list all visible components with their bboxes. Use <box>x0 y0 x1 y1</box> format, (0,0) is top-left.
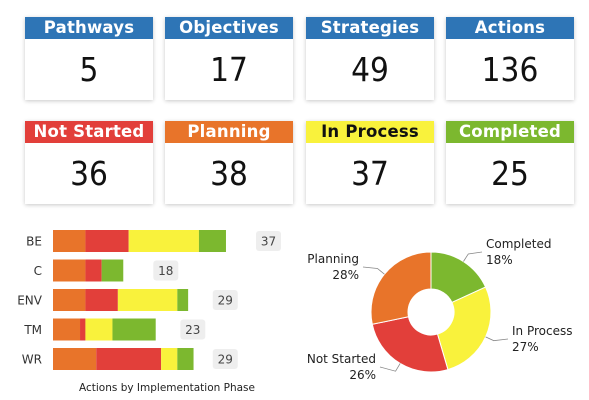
total-label: 29 <box>218 353 233 367</box>
total-label: 37 <box>261 235 276 249</box>
donut-slice-in-process[interactable] <box>436 286 492 371</box>
bar-segment-planning[interactable] <box>53 230 86 252</box>
bar-segment-completed[interactable] <box>177 289 189 311</box>
bar-segment-not-started[interactable] <box>80 318 86 341</box>
kpi-value: 17 <box>210 50 248 89</box>
kpi-label: Pathways <box>25 17 153 39</box>
status-donut-chart: Completed 18% In Process 27% Not Started 26% P… <box>307 237 573 382</box>
bar-segment-completed[interactable] <box>177 348 194 370</box>
bar-segment-planning[interactable] <box>53 289 86 311</box>
category-label: BE <box>26 235 42 249</box>
bar-segment-not-started[interactable] <box>85 259 102 282</box>
donut-slice-percent: 26% <box>349 368 376 382</box>
total-label-bg <box>212 290 238 310</box>
bar-segment-planning[interactable] <box>53 348 97 370</box>
kpi-label: In Process <box>306 121 434 143</box>
kpi-value: 38 <box>210 154 248 193</box>
kpi-card-actions: Actions 136 <box>446 17 574 100</box>
donut-slice-percent: 28% <box>332 268 359 282</box>
actions-by-phase-chart: BE 37 C 18 ENV 29 TM 23 WR 29 Actions by Implement… <box>17 230 281 394</box>
donut-slice-name: Planning <box>307 252 359 266</box>
total-label-bg <box>153 260 179 281</box>
total-label-bg <box>212 349 238 369</box>
bar-segment-completed[interactable] <box>101 259 124 282</box>
bar-segment-completed[interactable] <box>112 318 156 341</box>
kpi-label: Completed <box>446 121 574 143</box>
donut-slice-name: In Process <box>512 324 572 338</box>
donut-slice-planning[interactable] <box>370 251 432 325</box>
kpi-label: Not Started <box>25 121 153 143</box>
kpi-value: 37 <box>351 154 389 193</box>
kpi-value: 5 <box>79 50 99 89</box>
kpi-label: Strategies <box>306 17 434 39</box>
donut-leader-line <box>379 363 401 372</box>
kpi-label: Actions <box>446 17 574 39</box>
donut-leader-line <box>362 266 385 275</box>
bar-segment-planning[interactable] <box>53 318 81 341</box>
donut-slice-percent: 18% <box>486 253 513 267</box>
category-label: ENV <box>17 294 43 308</box>
total-label: 18 <box>158 264 173 278</box>
bar-segment-in-process[interactable] <box>85 318 113 341</box>
bar-segment-in-process[interactable] <box>161 348 178 370</box>
kpi-label: Objectives <box>165 17 293 39</box>
kpi-label: Planning <box>165 121 293 143</box>
kpi-card-in-process: In Process 37 <box>306 121 434 204</box>
kpi-card-not-started: Not Started 36 <box>25 121 153 204</box>
bar-segment-not-started[interactable] <box>85 289 118 311</box>
donut-slice-name: Completed <box>486 237 551 251</box>
bar-segment-in-process[interactable] <box>117 289 178 311</box>
kpi-card-strategies: Strategies 49 <box>306 17 434 100</box>
bar-segment-not-started[interactable] <box>96 348 162 370</box>
kpi-value: 136 <box>481 50 539 89</box>
kpi-card-pathways: Pathways 5 <box>25 17 153 100</box>
kpi-value: 36 <box>70 154 108 193</box>
bar-chart-title: Actions by Implementation Phase <box>79 382 255 394</box>
bar-segment-not-started[interactable] <box>85 230 129 252</box>
total-label-bg <box>256 231 281 251</box>
bar-segment-planning[interactable] <box>53 259 86 282</box>
kpi-card-planning: Planning 38 <box>165 121 293 204</box>
kpi-value: 25 <box>491 154 529 193</box>
kpi-value: 49 <box>351 50 389 89</box>
donut-slice-name: Not Started <box>307 352 376 366</box>
total-label: 23 <box>185 323 200 337</box>
kpi-card-objectives: Objectives 17 <box>165 17 293 100</box>
donut-leader-line <box>463 251 483 262</box>
donut-leader-line <box>485 336 509 342</box>
total-label: 29 <box>218 294 233 308</box>
bar-segment-completed[interactable] <box>198 230 226 252</box>
category-label: C <box>34 264 42 278</box>
category-label: WR <box>22 353 42 367</box>
total-label-bg <box>180 319 206 340</box>
kpi-card-completed: Completed 25 <box>446 121 574 204</box>
donut-slice-not-started[interactable] <box>371 316 449 373</box>
donut-slice-percent: 27% <box>512 340 539 354</box>
bar-segment-in-process[interactable] <box>128 230 199 252</box>
category-label: TM <box>23 323 42 337</box>
